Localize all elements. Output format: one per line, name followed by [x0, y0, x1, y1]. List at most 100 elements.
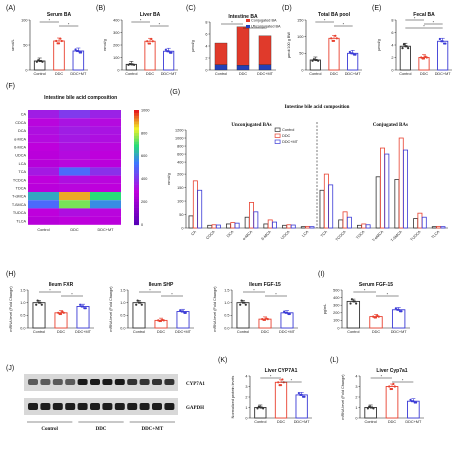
- x-tick-label: T-ßMCA: [390, 230, 403, 243]
- blot-band: [28, 379, 38, 385]
- colorbar-tick: 800: [141, 131, 147, 135]
- colorbar-segment: [134, 118, 139, 122]
- data-point: [409, 398, 412, 401]
- x-tick-label: DDC+MT: [75, 330, 92, 334]
- sig-star: *: [387, 293, 389, 297]
- sig-star: *: [71, 293, 73, 297]
- colorbar-segment: [134, 124, 139, 128]
- colorbar-segment: [134, 201, 139, 206]
- data-point: [407, 47, 410, 50]
- y-tick-label: 6: [391, 31, 393, 35]
- y-tick-label: 300: [333, 304, 339, 308]
- data-point: [140, 303, 143, 306]
- heatmap-col-label: Control: [37, 228, 49, 232]
- y-tick-label: 2: [355, 395, 357, 399]
- x-tick-label: ß-MCA: [261, 230, 273, 242]
- bar-ddc: [436, 225, 442, 229]
- bar: [236, 302, 250, 329]
- data-point: [396, 308, 399, 311]
- bar-conjugated-ba: [258, 35, 272, 65]
- panel-label: (D): [282, 5, 292, 12]
- colorbar-tick: 400: [141, 177, 147, 181]
- y-tick-label: 0: [205, 68, 207, 72]
- blot-band: [102, 403, 113, 410]
- data-point: [389, 387, 392, 391]
- data-point: [259, 406, 262, 409]
- bar-ddc-mt: [421, 216, 427, 229]
- panel-label: (H): [6, 271, 16, 278]
- heatmap-cell: [59, 216, 90, 225]
- band-label: GAPDH: [186, 406, 204, 411]
- data-point: [78, 51, 81, 54]
- heatmap-row-label: DCA: [18, 129, 26, 133]
- x-tick-label: DDC+MT: [70, 72, 87, 76]
- x-tick-label: TLCA: [431, 230, 441, 240]
- colorbar-segment: [134, 181, 139, 185]
- data-point: [311, 59, 314, 62]
- y-tick-label: 100: [177, 199, 183, 203]
- bar-ddc-mt: [197, 189, 203, 229]
- blot-band: [102, 379, 113, 385]
- bar-ddc-mt: [440, 226, 446, 229]
- heatmap-cell: [59, 200, 90, 209]
- y-tick-label: 100: [333, 319, 339, 323]
- data-point: [60, 39, 63, 43]
- data-point: [150, 37, 153, 41]
- bar: [399, 45, 411, 71]
- colorbar-segment: [134, 158, 139, 162]
- data-point: [284, 311, 287, 314]
- y-tick-label: 1: [245, 406, 247, 410]
- bar: [132, 302, 146, 329]
- panel-J: (J) CYP7A1 GAPDH Control DDC DDC+MT: [6, 365, 205, 432]
- colorbar-segment: [134, 155, 139, 160]
- x-tick-label: CDCA: [205, 230, 216, 241]
- bar-ddc: [380, 147, 385, 229]
- heatmap-cell: [28, 192, 59, 201]
- blot-band: [65, 379, 76, 385]
- data-point: [317, 59, 320, 62]
- y-tick-label: 3: [355, 385, 357, 389]
- y-tick-label: 2: [245, 395, 247, 399]
- bar-control: [300, 226, 306, 229]
- sig-star: *: [253, 25, 255, 29]
- bar-control: [357, 224, 362, 229]
- y-axis-label: µmol/g: [377, 39, 381, 50]
- heatmap-cell: [28, 126, 59, 135]
- data-point: [442, 42, 446, 45]
- y-tick-label: 1000: [175, 136, 183, 140]
- data-point: [287, 312, 290, 316]
- sig-star: *: [423, 25, 425, 29]
- bar-control: [244, 216, 250, 229]
- y-axis-label: µmol/100 g BW: [287, 32, 291, 58]
- y-tick-label: 300: [113, 31, 119, 35]
- bar: [163, 50, 175, 71]
- legend-label: DDC+MT: [282, 140, 299, 144]
- y-tick-label: 6: [205, 32, 207, 36]
- data-point: [180, 310, 183, 313]
- colorbar-segment: [134, 112, 139, 117]
- blot-band: [164, 379, 175, 385]
- bar: [32, 302, 46, 329]
- bar: [364, 407, 377, 419]
- data-point: [146, 40, 149, 43]
- panel-title: Liver Cyp7a1: [376, 368, 407, 374]
- data-point: [330, 37, 333, 40]
- x-tick-label: CA: [191, 230, 198, 237]
- y-tick-label: 0: [25, 68, 27, 72]
- blot-band: [139, 403, 150, 410]
- x-tick-label: Control: [133, 330, 145, 334]
- y-tick-label: 0: [245, 416, 247, 420]
- data-point: [394, 307, 397, 310]
- panel-label: (J): [6, 365, 14, 372]
- data-point: [40, 303, 43, 306]
- y-tick-label: 400: [177, 160, 183, 164]
- data-point: [278, 384, 281, 387]
- x-tick-label: DDC+MT: [391, 330, 408, 334]
- y-tick-label: 0.0: [120, 326, 125, 330]
- x-tick-label: LCA: [301, 230, 309, 238]
- heatmap-cell: [28, 110, 59, 119]
- colorbar-segment: [134, 219, 139, 223]
- x-tick-label: Control: [125, 72, 137, 76]
- colorbar-segment: [134, 127, 139, 131]
